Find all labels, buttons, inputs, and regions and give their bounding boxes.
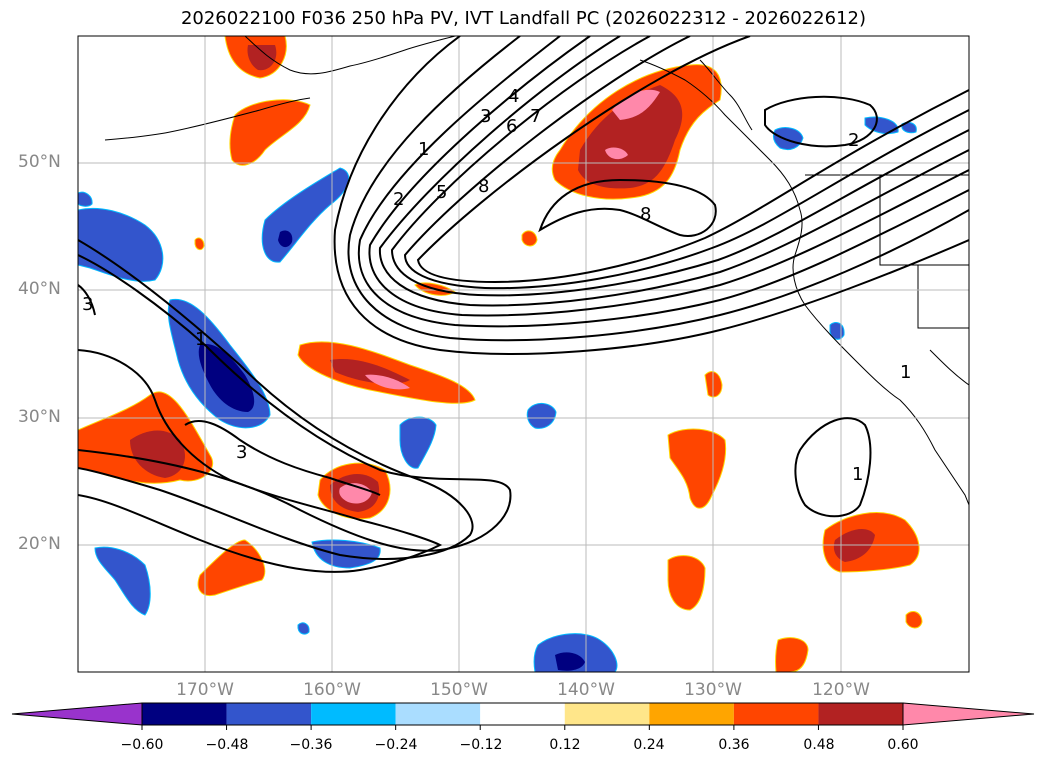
contour-label: 6: [506, 116, 517, 137]
colorbar-tick-label: −0.60: [120, 737, 164, 753]
colorbar-tick-label: −0.24: [374, 737, 418, 753]
contour-label: 8: [640, 204, 651, 225]
colorbar-tick-label: −0.36: [289, 737, 333, 753]
colorbar-cell: [818, 703, 903, 725]
colorbar: [11, 702, 1035, 730]
lat-label-20n: 20°N: [18, 534, 61, 554]
lon-label-120w: 120°W: [812, 680, 870, 700]
ivt-contours: [78, 36, 969, 573]
colorbar-cell: [142, 703, 227, 725]
colorbar-cell: [564, 703, 650, 725]
colorbar-cell: [226, 703, 312, 725]
lat-label-30n: 30°N: [18, 407, 61, 427]
lat-label-40n: 40°N: [18, 279, 61, 299]
colorbar-extend-low: [11, 702, 143, 726]
lon-label-150w: 150°W: [430, 680, 488, 700]
colorbar-tick-label: −0.12: [459, 737, 503, 753]
colorbar-tick-label: 0.60: [887, 737, 919, 753]
colorbar-cell: [649, 703, 734, 725]
colorbar-cell: [395, 703, 481, 725]
colorbar-tick-label: 0.24: [633, 737, 665, 753]
contour-label: 2: [393, 189, 404, 210]
map-title: 2026022100 F036 250 hPa PV, IVT Landfall…: [180, 8, 867, 29]
colorbar-extend-high: [902, 702, 1035, 726]
colorbar-tick-label: 0.48: [803, 737, 835, 753]
colorbar-tick-label: −0.48: [205, 737, 249, 753]
contour-label: 5: [436, 182, 447, 203]
contour-label: 1: [418, 139, 429, 160]
contour-label: 3: [236, 442, 247, 463]
colorbar-cell: [480, 703, 565, 725]
contour-label: 1: [195, 329, 206, 350]
map-frame: [77, 35, 970, 673]
lon-label-140w: 140°W: [557, 680, 615, 700]
contour-label: 7: [530, 106, 541, 127]
lon-label-130w: 130°W: [684, 680, 742, 700]
contour-label: 2: [848, 130, 859, 151]
pv-positive-anomalies: [78, 36, 923, 672]
lon-label-170w: 170°W: [176, 680, 234, 700]
contour-label: 3: [480, 106, 491, 127]
coastlines: [104, 36, 969, 506]
contour-label: 1: [852, 464, 863, 485]
lon-label-160w: 160°W: [303, 680, 361, 700]
colorbar-cell: [733, 703, 819, 725]
contour-label: 8: [478, 176, 489, 197]
colorbar-tick-label: 0.36: [718, 737, 750, 753]
contour-labels: 1 2 3 4 5 6 7 8 8 2 3 3 1 1 1: [82, 86, 911, 485]
contour-label: 3: [82, 294, 93, 315]
contour-label: 4: [508, 86, 519, 107]
contour-label: 1: [900, 362, 911, 383]
colorbar-tick-label: 0.12: [549, 737, 581, 753]
pv-negative-anomalies: [78, 116, 917, 672]
lat-label-50n: 50°N: [18, 152, 61, 172]
colorbar-cell: [311, 703, 396, 725]
